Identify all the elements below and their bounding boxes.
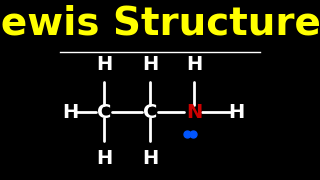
Text: H: H	[142, 149, 158, 168]
Text: H: H	[96, 55, 112, 74]
Text: H: H	[96, 149, 112, 168]
Text: C: C	[97, 103, 111, 122]
Text: H: H	[186, 55, 202, 74]
Text: C: C	[143, 103, 157, 122]
Text: Lewis Structures: Lewis Structures	[0, 5, 320, 43]
Text: H: H	[62, 103, 78, 122]
Text: N: N	[186, 103, 202, 122]
Text: H: H	[142, 55, 158, 74]
Text: H: H	[228, 103, 244, 122]
